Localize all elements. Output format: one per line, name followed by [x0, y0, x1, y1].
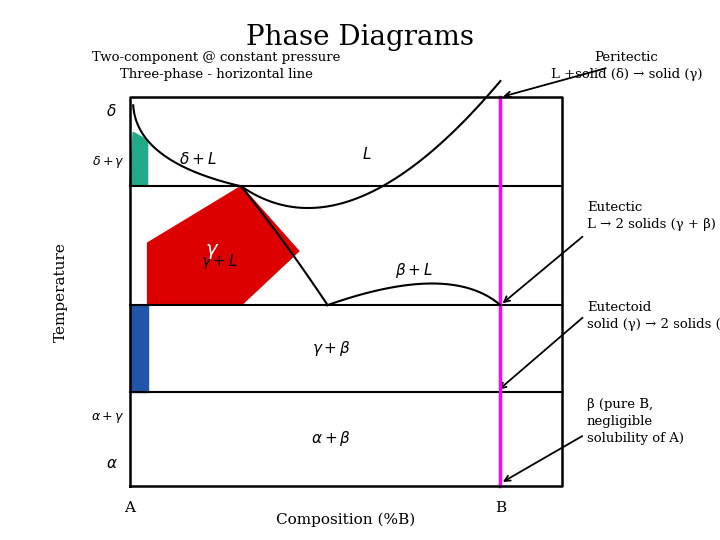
- Text: $\gamma + \beta$: $\gamma + \beta$: [312, 339, 351, 358]
- Polygon shape: [148, 186, 299, 305]
- Text: Peritectic
L +solid (δ) → solid (γ): Peritectic L +solid (δ) → solid (γ): [551, 51, 702, 82]
- Text: Phase Diagrams: Phase Diagrams: [246, 24, 474, 51]
- Text: Two-component @ constant pressure
Three-phase - horizontal line: Two-component @ constant pressure Three-…: [92, 51, 340, 82]
- Text: $\gamma + L$: $\gamma + L$: [201, 252, 238, 272]
- Text: B: B: [495, 501, 506, 515]
- Text: $\delta + L$: $\delta + L$: [179, 151, 217, 167]
- Text: $\gamma$: $\gamma$: [205, 241, 220, 261]
- Text: $\alpha$: $\alpha$: [106, 457, 117, 471]
- Text: $\alpha + \beta$: $\alpha + \beta$: [311, 429, 351, 448]
- Text: $\delta + \gamma$: $\delta + \gamma$: [91, 154, 125, 170]
- Text: A: A: [124, 501, 135, 515]
- Text: $L$: $L$: [362, 146, 372, 162]
- Text: Eutectic
L → 2 solids (γ + β): Eutectic L → 2 solids (γ + β): [587, 201, 716, 231]
- Text: $\beta + L$: $\beta + L$: [395, 260, 433, 280]
- Text: β (pure B,
negligible
solubility of A): β (pure B, negligible solubility of A): [587, 397, 684, 445]
- Polygon shape: [130, 305, 148, 392]
- Text: $\alpha + \gamma$: $\alpha + \gamma$: [91, 410, 125, 424]
- Text: Composition (%B): Composition (%B): [276, 512, 415, 526]
- Text: Temperature: Temperature: [54, 242, 68, 341]
- Text: $\delta$: $\delta$: [107, 103, 117, 119]
- Text: Eutectoid
solid (γ) → 2 solids (α + β): Eutectoid solid (γ) → 2 solids (α + β): [587, 301, 720, 331]
- Polygon shape: [130, 132, 148, 186]
